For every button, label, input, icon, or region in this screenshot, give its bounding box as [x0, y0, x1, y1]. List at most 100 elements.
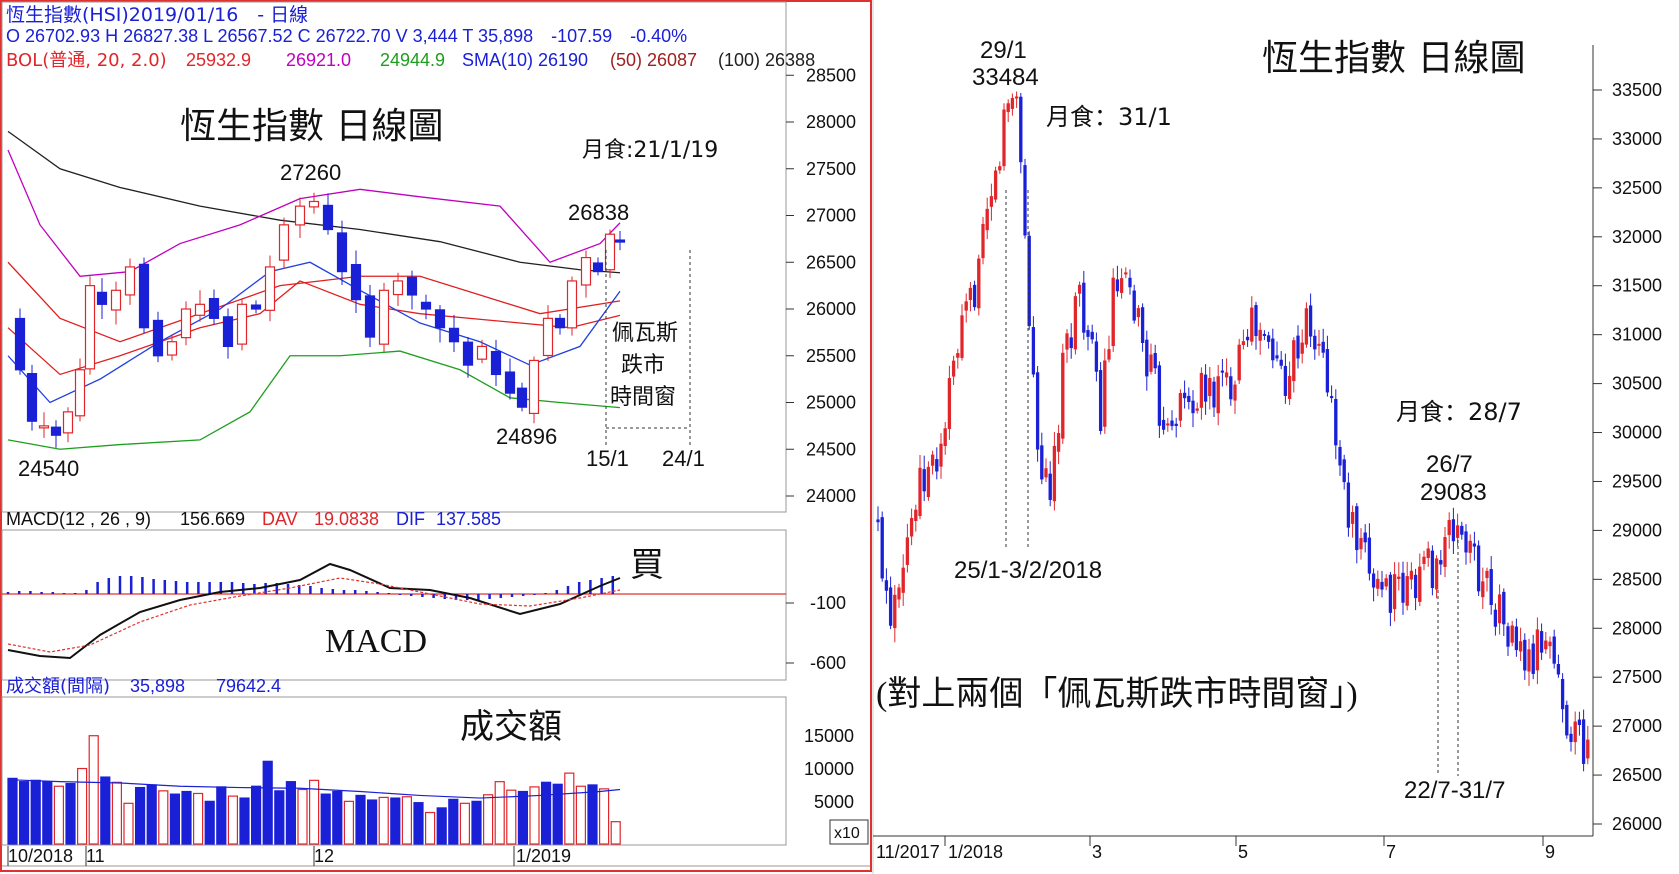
volume-bar: [610, 821, 621, 845]
left-candle-body: [448, 327, 460, 343]
right-candle-body: [1094, 341, 1099, 372]
right-candle-body: [1497, 594, 1502, 624]
right-candle-body: [1334, 398, 1338, 446]
right-candle-body: [1287, 375, 1292, 399]
right-note: (對上兩個「佩瓦斯跌市時間窗」): [876, 675, 1358, 713]
left-candle-body: [364, 295, 376, 338]
right-candle-body: [1569, 733, 1573, 742]
right-candle-body: [1132, 290, 1136, 321]
right-candle-body: [1489, 569, 1493, 605]
volume-bar: [494, 781, 505, 845]
right-candle-body: [1010, 97, 1015, 109]
right-candle-body: [1300, 342, 1304, 354]
left-candle-body: [592, 262, 604, 273]
right-candle-body: [905, 537, 910, 565]
right-candle-body: [1107, 349, 1111, 360]
right-candle-body: [897, 587, 901, 600]
macd-header-label: MACD(12 , 26 , 9): [6, 509, 151, 529]
right-candle-body: [1044, 468, 1048, 478]
right-candle-body: [1174, 423, 1178, 427]
right-candle-body: [893, 594, 897, 629]
volume-bar: [216, 786, 227, 845]
right-candle-body: [1086, 330, 1090, 337]
right-eclipse-1: 月食：31/1: [1046, 103, 1172, 131]
window-text-3: 時間窗: [610, 385, 676, 410]
right-candle-body: [1048, 473, 1052, 500]
right-candle-body: [876, 519, 880, 523]
right-candle-body: [1061, 352, 1065, 439]
right-candle-body: [901, 567, 905, 593]
right-candle-body: [1115, 279, 1120, 292]
right-price-label: 27500: [1612, 667, 1662, 687]
right-candle-body: [909, 517, 914, 537]
right-candle-body: [918, 467, 922, 517]
right-candle-body: [1434, 558, 1439, 590]
right-candle-body: [1178, 393, 1183, 421]
right-candle-body: [1220, 370, 1225, 373]
sma10-line: [7, 261, 621, 404]
volume-bar: [7, 777, 18, 845]
volume-bar: [146, 784, 157, 845]
left-candle-body: [504, 371, 516, 394]
left-candle-body: [74, 369, 86, 417]
right-candle-body: [1082, 282, 1086, 333]
volume-bar: [471, 800, 482, 845]
right-candle-body: [1292, 340, 1296, 382]
macd-axis-1: -100: [810, 593, 846, 613]
left-candle-body: [542, 317, 554, 357]
right-candle-body: [1531, 643, 1535, 674]
volume-bar: [297, 788, 308, 845]
left-price-label: 25500: [806, 346, 856, 366]
right-candle-body: [1329, 396, 1334, 399]
volume-bar: [529, 786, 540, 845]
volume-bar: [436, 807, 447, 845]
volume-bar: [390, 797, 401, 845]
right-candle-body: [1308, 305, 1313, 337]
right-candle-body: [1271, 338, 1275, 361]
right-candle-body: [1464, 531, 1468, 553]
right-candle-body: [972, 284, 977, 308]
left-price-label: 28000: [806, 112, 856, 132]
right-candle-body: [1325, 349, 1330, 393]
right-price-label: 30500: [1612, 374, 1662, 394]
right-peak2-date: 26/7: [1426, 451, 1473, 478]
right-date-6: 9: [1545, 842, 1555, 862]
left-candle-body: [308, 200, 320, 208]
right-candle-body: [1518, 641, 1523, 652]
right-candle-body: [1552, 636, 1556, 664]
right-candle-body: [1455, 525, 1460, 538]
right-candle-body: [1145, 339, 1149, 377]
volume-bar: [564, 772, 575, 845]
right-candle-body: [884, 580, 889, 591]
volume-bar: [517, 790, 529, 845]
right-candle-body: [1245, 336, 1250, 341]
right-candle-body: [1321, 341, 1325, 353]
right-candle-body: [964, 301, 968, 311]
right-candle-body: [1056, 433, 1061, 452]
right-candle-body: [1283, 365, 1288, 396]
right-price-label: 26000: [1612, 814, 1662, 834]
right-candle-body: [947, 378, 952, 430]
right-candle-body: [922, 469, 926, 492]
right-candle-body: [1208, 377, 1212, 397]
volume-bar: [343, 800, 354, 845]
right-date-2: 1/2018: [948, 842, 1003, 862]
left-candle-body: [554, 317, 566, 329]
right-candle-body: [1199, 372, 1204, 408]
right-candle-body: [1279, 359, 1283, 366]
right-candle-body: [1035, 372, 1040, 450]
right-candle-body: [1250, 307, 1254, 342]
volume-bar: [587, 784, 598, 845]
macd-layer: [2, 562, 786, 660]
volume-bar: [193, 792, 204, 845]
right-candle-body: [1392, 574, 1397, 610]
macd-signal-line: [7, 577, 621, 653]
right-candle-body: [888, 587, 893, 626]
volume-bar: [320, 793, 331, 845]
volume-bar: [483, 794, 494, 845]
right-candle-body: [1384, 578, 1388, 587]
volume-bar: [355, 794, 366, 845]
right-candle-body: [1523, 639, 1527, 671]
header-sma100: (100) 26388: [718, 50, 815, 70]
